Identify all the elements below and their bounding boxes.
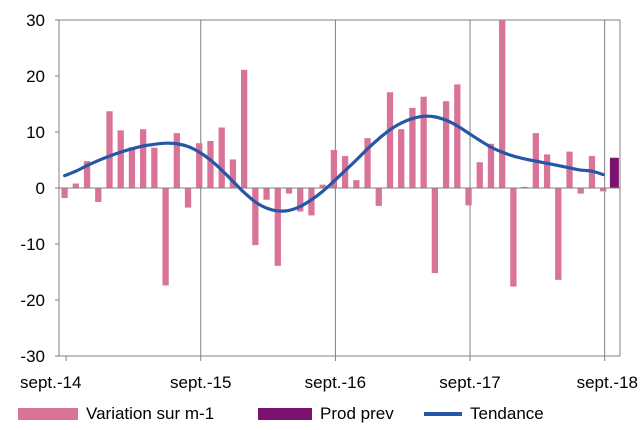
bar-variation [252, 188, 259, 246]
bar-variation [420, 96, 427, 188]
x-tick-label: sept.-18 [577, 373, 638, 392]
bar-variation [577, 188, 584, 194]
y-tick-label: -20 [20, 291, 45, 310]
bar-variation [140, 129, 147, 188]
bar-prod-prev [609, 157, 619, 188]
bar-variation [117, 130, 124, 188]
y-tick-label: -10 [20, 235, 45, 254]
bar-variation [274, 188, 281, 266]
legend-item-prod-prev: Prod prev [258, 404, 394, 424]
bar-variation [600, 188, 607, 192]
bar-variation [263, 188, 270, 200]
bar-variation [476, 162, 483, 188]
bar-variation [61, 188, 68, 199]
bar-variation [207, 140, 214, 188]
bar-variation [398, 129, 405, 188]
legend-swatch-variation [18, 408, 78, 420]
y-tick-label: 20 [26, 67, 45, 86]
trend-line-path [63, 114, 605, 213]
bar-variation [330, 149, 338, 188]
bar-variation [162, 188, 169, 286]
bar-variation [454, 84, 461, 188]
bar-variation [285, 188, 293, 194]
bar-variation [229, 159, 237, 188]
y-tick-label: -30 [20, 347, 45, 366]
bar-variation [319, 184, 326, 188]
axes [58, 20, 620, 357]
bar-variation [364, 138, 371, 188]
y-tick-labels: 30 20 10 0 -10 -20 -30 [20, 11, 59, 366]
y-tick-label: 30 [26, 11, 45, 30]
bar-variation [218, 127, 225, 188]
bar-variation [375, 188, 382, 206]
bar-variation [431, 188, 439, 274]
y-tick-label: 10 [26, 123, 45, 142]
y-tick-label: 0 [36, 179, 45, 198]
x-tick-label: sept.-15 [170, 373, 231, 392]
bar-variation [442, 101, 450, 188]
bar-variation [184, 188, 192, 208]
bar-variation [465, 188, 472, 206]
x-tick-label: sept.-14 [20, 373, 81, 392]
bar-variation [510, 188, 517, 287]
legend: Variation sur m-1 Prod prev Tendance [0, 404, 642, 430]
legend-label-tendance: Tendance [470, 404, 544, 423]
bar-variation [487, 143, 495, 188]
bar-variation [499, 20, 506, 188]
bar-variation [409, 107, 416, 188]
bars [61, 20, 619, 287]
legend-swatch-tendance [424, 412, 462, 416]
bar-variation [566, 151, 573, 188]
x-tick-label: sept.-16 [305, 373, 366, 392]
legend-item-variation: Variation sur m-1 [18, 404, 214, 424]
x-tick-label: sept.-17 [439, 373, 500, 392]
bar-variation [72, 183, 79, 188]
bar-variation [240, 69, 248, 188]
bar-variation [308, 188, 315, 216]
bar-variation [297, 188, 304, 212]
bar-variation [173, 133, 180, 188]
legend-label-variation: Variation sur m-1 [86, 404, 215, 423]
bar-variation [196, 143, 203, 188]
bar-variation [521, 186, 528, 188]
bar-variation [543, 154, 551, 188]
legend-swatch-prod-prev [258, 408, 312, 420]
bar-variation [151, 147, 158, 188]
x-tick-labels: sept.-14 sept.-15 sept.-16 sept.-17 sept.-18 [20, 356, 638, 392]
bar-variation [95, 188, 102, 202]
bar-variation [353, 180, 360, 188]
bar-variation [128, 147, 136, 188]
bar-variation [555, 188, 562, 280]
bar-variation [106, 111, 113, 188]
trend-line [63, 114, 605, 213]
legend-item-tendance: Tendance [424, 404, 544, 424]
bar-variation [386, 92, 394, 188]
legend-label-prod-prev: Prod prev [320, 404, 394, 423]
bar-variation [83, 161, 91, 188]
